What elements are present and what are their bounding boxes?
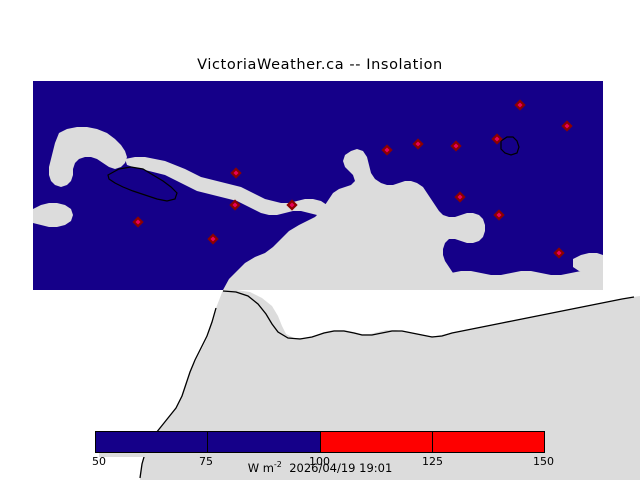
colorbar-label-100: 100	[309, 455, 330, 468]
island-outline-northeast	[500, 136, 520, 156]
landmass-southeast-coast	[433, 271, 603, 290]
colorbar-caption: W m-2 2026/04/19 19:01	[0, 460, 640, 475]
colorbar-segment-low	[96, 432, 320, 452]
map-canvas	[33, 81, 603, 290]
landmass-peninsula-spit	[49, 127, 127, 187]
colorbar-label-75: 75	[199, 455, 213, 468]
landmass-west-edge	[33, 203, 73, 227]
colorbar-label-50: 50	[92, 455, 106, 468]
map-plot-area[interactable]	[33, 81, 603, 290]
landmass-narrow-spit	[125, 157, 329, 215]
colorbar[interactable]: 50 75 100 125 150	[92, 431, 554, 468]
coastline-south	[222, 290, 635, 340]
page-title: VictoriaWeather.ca -- Insolation	[197, 57, 443, 73]
island-outline-west	[107, 166, 178, 202]
colorbar-label-150: 150	[533, 455, 554, 468]
colorbar-label-125: 125	[422, 455, 443, 468]
landmass-east-nub	[573, 253, 603, 277]
colorbar-tick-75	[207, 431, 208, 453]
colorbar-tick-100	[320, 431, 321, 453]
units-label: W m	[247, 460, 274, 475]
landmass-fjord-region	[327, 197, 433, 269]
units-exponent: -2	[273, 460, 282, 469]
timestamp-label: 2026/04/19 19:01	[289, 460, 393, 475]
colorbar-tick-125	[432, 431, 433, 453]
